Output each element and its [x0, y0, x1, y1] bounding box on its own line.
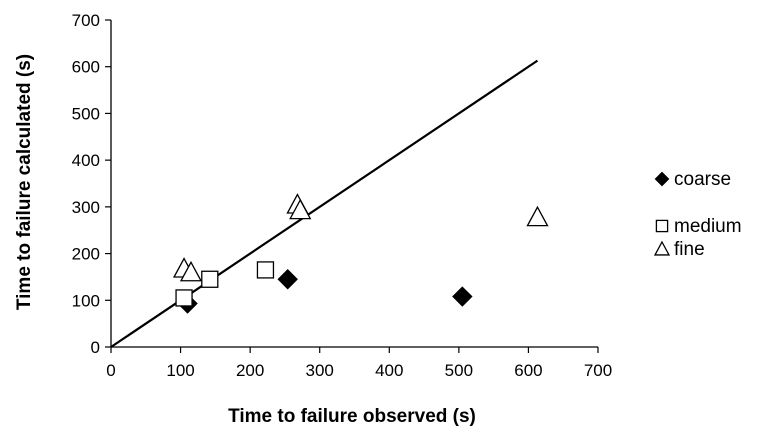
- y-tick-label: 700: [72, 11, 100, 30]
- axes: 0 100 200 300 400 500 600 700 0 100 200 300 400 500 60…: [72, 11, 613, 380]
- coarse-point: [277, 269, 298, 290]
- medium-point: [256, 261, 275, 279]
- x-tick-label: 100: [166, 361, 194, 380]
- x-tick-label: 200: [236, 361, 264, 380]
- y-tick-label: 200: [72, 245, 100, 264]
- medium-point: [201, 270, 219, 288]
- legend-fine-label: fine: [674, 239, 705, 260]
- y-axis-title: Time to failure calculated (s): [14, 54, 35, 310]
- fine-point: [526, 205, 549, 227]
- medium-point: [175, 289, 193, 307]
- y-tick-label: 300: [72, 198, 100, 217]
- legend-coarse-label: coarse: [674, 169, 731, 190]
- x-tick-label: 300: [306, 361, 334, 380]
- y-tick-label: 500: [72, 104, 100, 123]
- x-tick-label: 400: [375, 361, 403, 380]
- fine-point: [289, 198, 312, 220]
- y-tick-label: 400: [72, 151, 100, 170]
- legend-medium-marker: [655, 219, 669, 233]
- x-tick-label: 600: [514, 361, 542, 380]
- reference-line: [110, 59, 539, 348]
- y-tick-label: 0: [91, 338, 100, 357]
- legend-medium-label: medium: [674, 216, 742, 237]
- y-tick-label: 100: [72, 291, 100, 310]
- fine-point: [179, 260, 203, 282]
- legend-fine-marker: [653, 240, 671, 256]
- coarse-point: [452, 286, 473, 307]
- x-tick-label: 700: [584, 361, 612, 380]
- data-points: [172, 193, 549, 314]
- x-tick-label: 0: [106, 361, 115, 380]
- x-axis-title: Time to failure observed (s): [228, 406, 476, 427]
- y-tick-label: 600: [72, 58, 100, 77]
- legend-coarse-marker: [654, 171, 670, 187]
- reference-line-group: [110, 59, 539, 348]
- x-tick-label: 500: [445, 361, 473, 380]
